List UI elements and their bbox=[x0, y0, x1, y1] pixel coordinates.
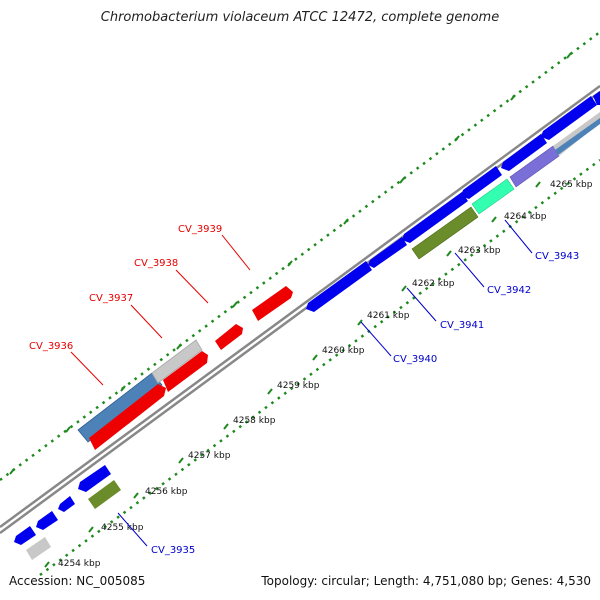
gene-arrow-4254a[interactable] bbox=[14, 526, 36, 545]
scale-label-4258: 4258 kbp bbox=[233, 416, 276, 426]
scale-label-4260: 4260 kbp bbox=[322, 346, 365, 356]
gene-arrow-4265[interactable] bbox=[541, 96, 597, 140]
feature-olive-cv-3942[interactable] bbox=[411, 206, 479, 260]
feature-olive-cv-3935[interactable] bbox=[88, 480, 121, 509]
scale-label-4263: 4263 kbp bbox=[458, 246, 501, 256]
scale-label-4254: 4254 kbp bbox=[58, 559, 101, 569]
gene-cv-3940-arrow[interactable] bbox=[306, 261, 372, 312]
gene-cv-3936-arrow[interactable] bbox=[89, 384, 166, 450]
gene-arrow-4254b[interactable] bbox=[36, 511, 58, 530]
genome-summary-text: Topology: circular; Length: 4,751,080 bp… bbox=[261, 574, 591, 588]
reverse-features bbox=[306, 91, 600, 312]
gene-label-cv-3943[interactable]: CV_3943 bbox=[535, 251, 579, 262]
scale-label-4265: 4265 kbp bbox=[550, 180, 593, 190]
gene-arrow-edge[interactable] bbox=[593, 91, 600, 105]
gene-arrow-4263[interactable] bbox=[461, 166, 502, 199]
gene-arrow-4256[interactable] bbox=[78, 465, 111, 492]
forward-features bbox=[77, 286, 293, 450]
scale-label-4264: 4264 kbp bbox=[504, 212, 547, 222]
scale-label-4262: 4262 kbp bbox=[412, 279, 455, 289]
gene-cv-3941-arrow[interactable] bbox=[368, 237, 407, 268]
gene-label-cv-3937[interactable]: CV_3937 bbox=[89, 293, 133, 304]
feature-grey-4254[interactable] bbox=[26, 537, 51, 560]
gene-label-cv-3938[interactable]: CV_3938 bbox=[134, 258, 178, 269]
gene-cv-3939-arrow[interactable] bbox=[252, 286, 293, 321]
lower-left-features bbox=[14, 465, 121, 560]
gene-label-cv-3941[interactable]: CV_3941 bbox=[440, 320, 484, 331]
scale-labels: 4254 kbp 4255 kbp 4256 kbp 4257 kbp 4258… bbox=[58, 180, 593, 569]
gene-label-cv-3935[interactable]: CV_3935 bbox=[151, 545, 195, 556]
feature-grey-forward[interactable] bbox=[151, 339, 203, 384]
map-title: Chromobacterium violaceum ATCC 12472, co… bbox=[100, 10, 500, 25]
gene-label-cv-3939[interactable]: CV_3939 bbox=[178, 224, 222, 235]
feature-steel-forward[interactable] bbox=[77, 372, 163, 443]
forward-gene-labels: CV_3936 CV_3937 CV_3938 CV_3939 bbox=[29, 224, 251, 386]
accession-text: Accession: NC_005085 bbox=[9, 574, 146, 588]
scale-label-4255: 4255 kbp bbox=[101, 523, 144, 533]
scale-label-4259: 4259 kbp bbox=[277, 381, 320, 391]
scale-label-4256: 4256 kbp bbox=[145, 487, 188, 497]
gene-arrow-4255a[interactable] bbox=[58, 496, 75, 512]
genome-backbone bbox=[0, 84, 600, 535]
forward-tick-track bbox=[0, 30, 600, 482]
gene-label-cv-3940[interactable]: CV_3940 bbox=[393, 354, 437, 365]
feature-mint-cv-3943[interactable] bbox=[471, 178, 515, 215]
gene-arrow-4264[interactable] bbox=[501, 134, 547, 171]
feature-steel-right[interactable] bbox=[555, 118, 600, 155]
gene-label-cv-3936[interactable]: CV_3936 bbox=[29, 341, 73, 352]
gene-label-cv-3942[interactable]: CV_3942 bbox=[487, 285, 531, 296]
scale-label-4261: 4261 kbp bbox=[367, 311, 410, 321]
scale-label-4257: 4257 kbp bbox=[188, 451, 231, 461]
scale-track bbox=[39, 158, 600, 577]
gene-cv-3937-arrow[interactable] bbox=[163, 351, 208, 392]
reverse-gene-labels: CV_3935 CV_3940 CV_3941 CV_3942 CV_3943 bbox=[117, 219, 579, 556]
gene-cv-3938-arrow[interactable] bbox=[215, 324, 243, 350]
gene-arrow-4262[interactable] bbox=[402, 192, 468, 243]
